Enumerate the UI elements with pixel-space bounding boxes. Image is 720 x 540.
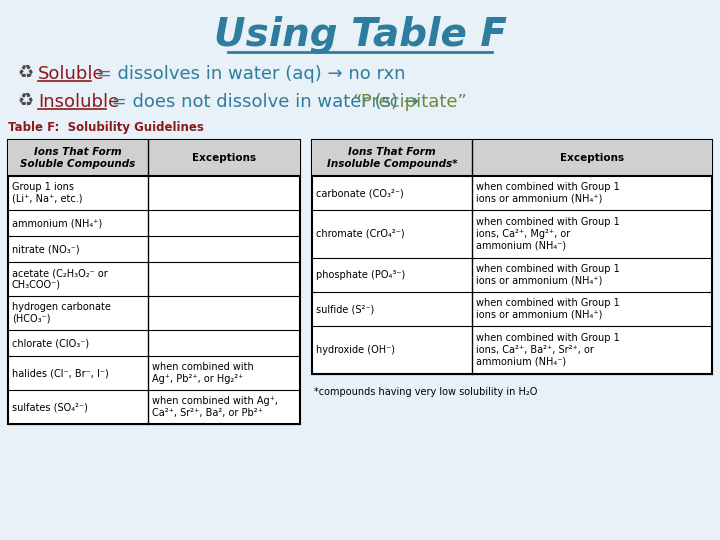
Text: Using Table F: Using Table F <box>214 16 506 54</box>
Text: carbonate (CO₃²⁻): carbonate (CO₃²⁻) <box>316 188 404 198</box>
Bar <box>312 140 712 176</box>
Text: Table F:  Solubility Guidelines: Table F: Solubility Guidelines <box>8 120 204 133</box>
Text: nitrate (NO₃⁻): nitrate (NO₃⁻) <box>12 244 80 254</box>
Text: hydrogen carbonate
(HCO₃⁻): hydrogen carbonate (HCO₃⁻) <box>12 302 111 324</box>
Text: = dissolves in water (aq) → no rxn: = dissolves in water (aq) → no rxn <box>91 65 405 83</box>
Text: sulfates (SO₄²⁻): sulfates (SO₄²⁻) <box>12 402 88 412</box>
Text: ammonium (NH₄⁺): ammonium (NH₄⁺) <box>12 218 102 228</box>
Text: Exceptions: Exceptions <box>560 153 624 163</box>
Text: when combined with Group 1
ions or ammonium (NH₄⁺): when combined with Group 1 ions or ammon… <box>476 182 620 204</box>
Text: when combined with Group 1
ions, Ca²⁺, Mg²⁺, or
ammonium (NH₄⁻): when combined with Group 1 ions, Ca²⁺, M… <box>476 218 620 251</box>
Text: Exceptions: Exceptions <box>192 153 256 163</box>
Text: when combined with
Ag⁺, Pb²⁺, or Hg₂²⁺: when combined with Ag⁺, Pb²⁺, or Hg₂²⁺ <box>152 362 254 384</box>
Text: ♻: ♻ <box>18 65 34 83</box>
Text: sulfide (S²⁻): sulfide (S²⁻) <box>316 304 374 314</box>
Text: Insoluble: Insoluble <box>38 93 120 111</box>
Text: when combined with Group 1
ions, Ca²⁺, Ba²⁺, Sr²⁺, or
ammonium (NH₄⁻): when combined with Group 1 ions, Ca²⁺, B… <box>476 333 620 367</box>
Text: = does not dissolve in water (s) →: = does not dissolve in water (s) → <box>107 93 425 111</box>
Text: when combined with Group 1
ions or ammonium (NH₄⁺): when combined with Group 1 ions or ammon… <box>476 298 620 320</box>
Text: Ions That Form
Soluble Compounds: Ions That Form Soluble Compounds <box>20 147 135 169</box>
Text: ♻: ♻ <box>18 93 34 111</box>
Text: acetate (C₂H₃O₂⁻ or
CH₃COO⁻): acetate (C₂H₃O₂⁻ or CH₃COO⁻) <box>12 268 108 290</box>
Text: chromate (CrO₄²⁻): chromate (CrO₄²⁻) <box>316 229 405 239</box>
Text: Soluble: Soluble <box>38 65 104 83</box>
Bar <box>8 140 300 424</box>
Bar <box>8 140 300 176</box>
Text: when combined with Group 1
ions or ammonium (NH₄⁺): when combined with Group 1 ions or ammon… <box>476 264 620 286</box>
Text: chlorate (ClO₃⁻): chlorate (ClO₃⁻) <box>12 338 89 348</box>
Text: Ions That Form
Insoluble Compounds*: Ions That Form Insoluble Compounds* <box>327 147 457 169</box>
Text: “Precipitate”: “Precipitate” <box>353 93 468 111</box>
Text: halides (Cl⁻, Br⁻, I⁻): halides (Cl⁻, Br⁻, I⁻) <box>12 368 109 378</box>
Bar <box>312 140 712 374</box>
Text: when combined with Ag⁺,
Ca²⁺, Sr²⁺, Ba², or Pb²⁺: when combined with Ag⁺, Ca²⁺, Sr²⁺, Ba²,… <box>152 396 278 418</box>
Text: phosphate (PO₄³⁻): phosphate (PO₄³⁻) <box>316 270 405 280</box>
Text: *compounds having very low solubility in H₂O: *compounds having very low solubility in… <box>314 387 537 397</box>
Text: hydroxide (OH⁻): hydroxide (OH⁻) <box>316 345 395 355</box>
Text: Group 1 ions
(Li⁺, Na⁺, etc.): Group 1 ions (Li⁺, Na⁺, etc.) <box>12 182 83 204</box>
